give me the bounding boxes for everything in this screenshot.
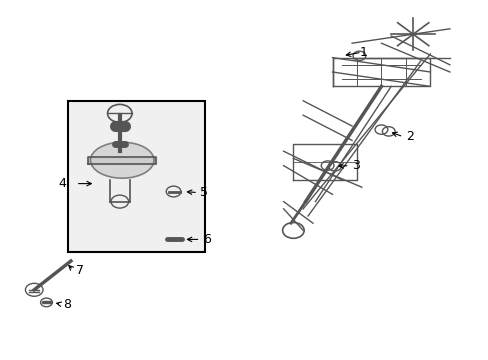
Text: 5: 5 — [200, 186, 208, 199]
Polygon shape — [88, 157, 156, 164]
Text: 3: 3 — [351, 159, 359, 172]
Bar — [68, 101, 205, 252]
Text: 1: 1 — [359, 46, 366, 59]
Text: 6: 6 — [203, 233, 210, 246]
Text: 2: 2 — [405, 130, 413, 143]
Text: 4: 4 — [58, 177, 66, 190]
Text: 8: 8 — [63, 298, 71, 311]
Text: 7: 7 — [76, 264, 83, 276]
Ellipse shape — [90, 142, 154, 178]
